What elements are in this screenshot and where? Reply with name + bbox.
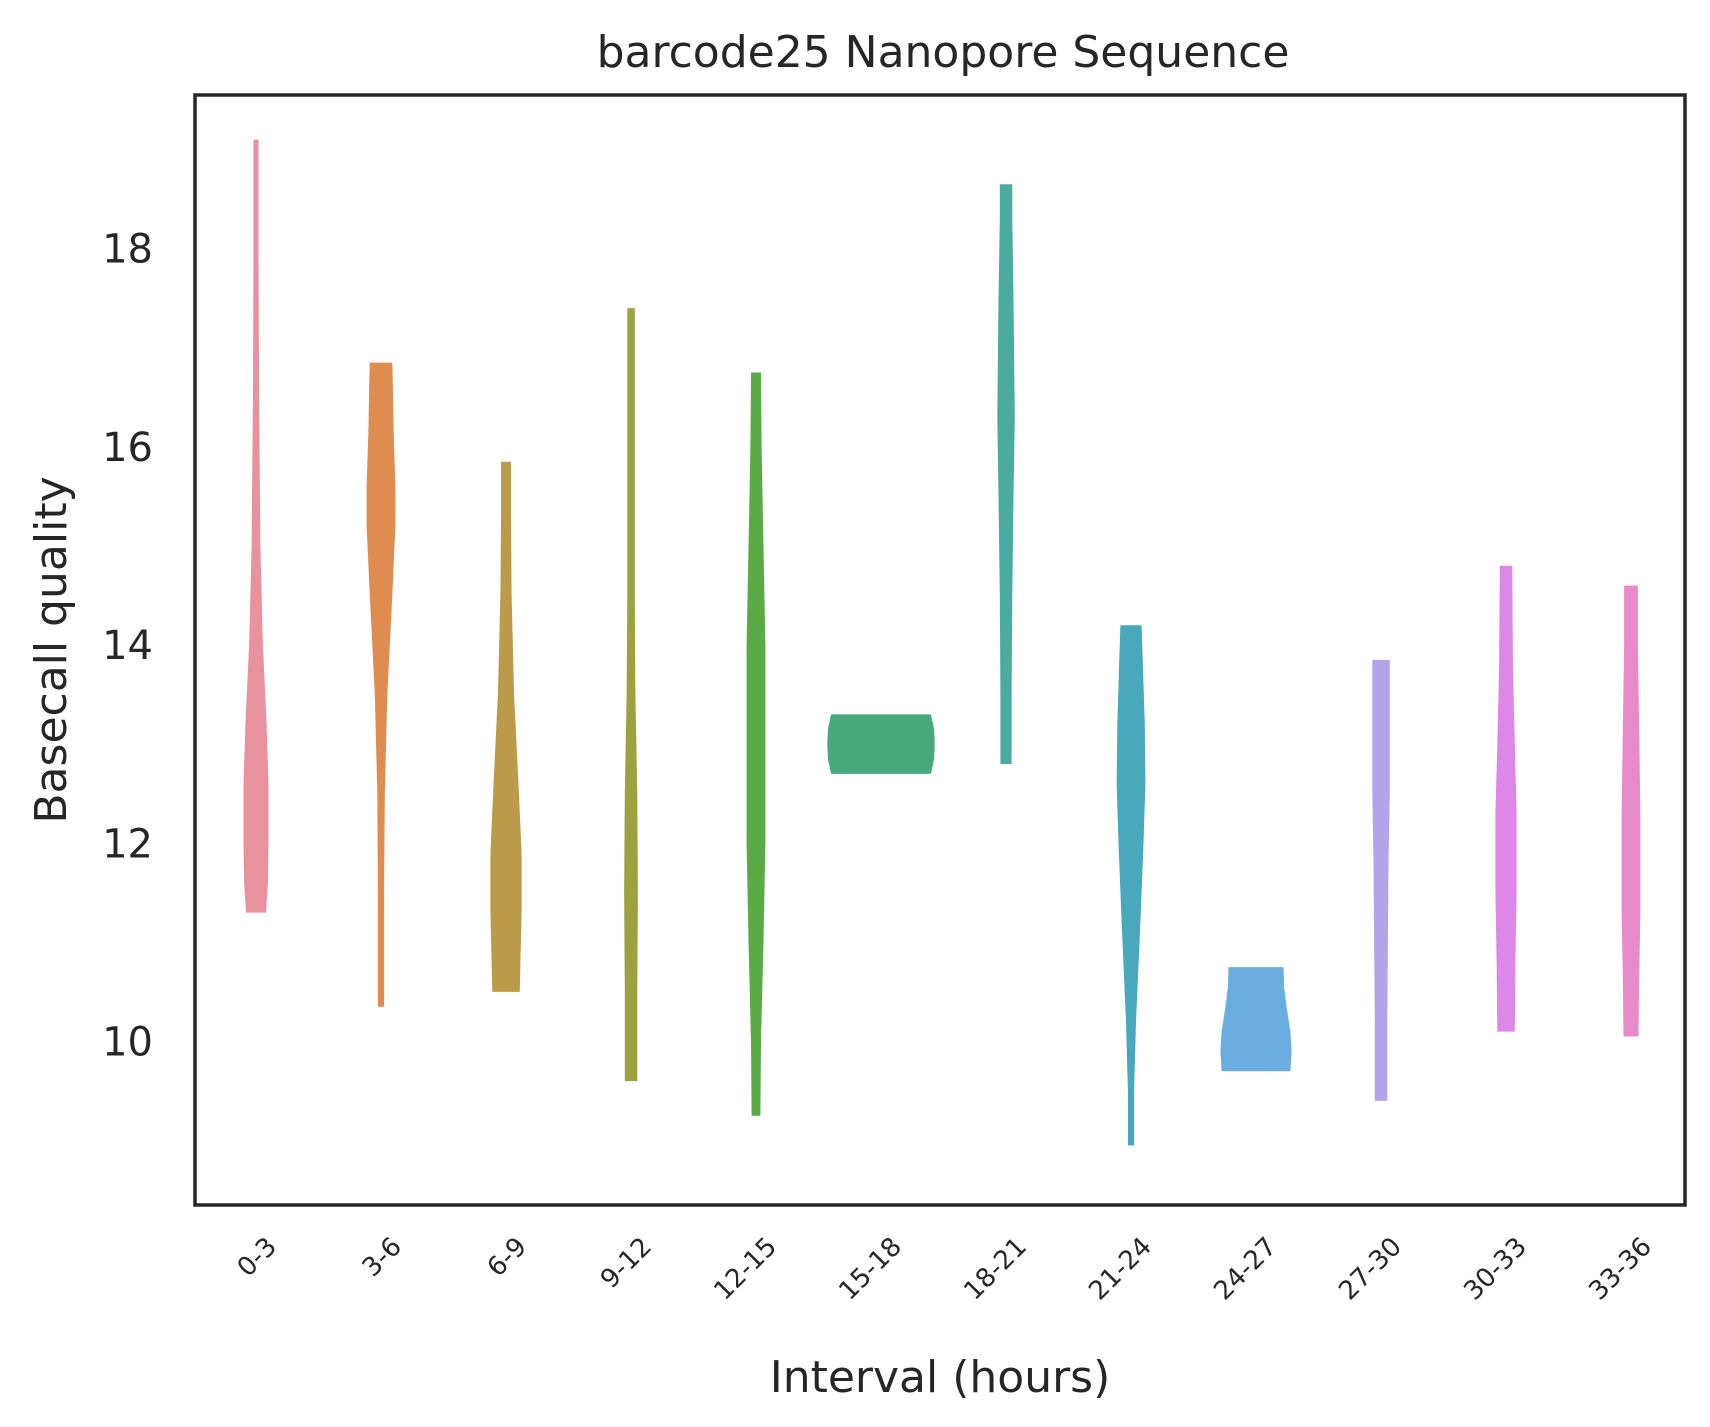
y-tick-label: 16 bbox=[102, 425, 153, 471]
violin-30-33 bbox=[1495, 565, 1517, 1032]
chart-title: barcode25 Nanopore Sequence bbox=[597, 27, 1290, 78]
y-axis-label: Basecall quality bbox=[26, 476, 77, 823]
violin-33-36 bbox=[1621, 585, 1641, 1037]
y-tick-label: 10 bbox=[102, 1019, 153, 1065]
violin-21-24 bbox=[1116, 625, 1146, 1146]
violin-18-21 bbox=[997, 184, 1015, 764]
violin-27-30 bbox=[1372, 659, 1390, 1101]
violin-24-27 bbox=[1220, 967, 1292, 1072]
y-tick-label: 18 bbox=[102, 227, 153, 273]
y-tick-label: 14 bbox=[102, 623, 153, 669]
violin-9-12 bbox=[624, 308, 638, 1082]
violin-3-6 bbox=[366, 362, 396, 1007]
violins-group bbox=[243, 139, 1641, 1146]
x-axis-label: Interval (hours) bbox=[770, 1352, 1111, 1403]
plot-frame bbox=[193, 93, 1687, 1207]
violin-15-18 bbox=[827, 714, 935, 774]
violin-0-3 bbox=[243, 139, 269, 913]
violin-6-9 bbox=[490, 461, 522, 992]
y-tick-label: 12 bbox=[102, 821, 153, 867]
violin-12-15 bbox=[746, 372, 766, 1116]
y-tick-labels: 10 12 14 16 18 bbox=[102, 227, 153, 1066]
